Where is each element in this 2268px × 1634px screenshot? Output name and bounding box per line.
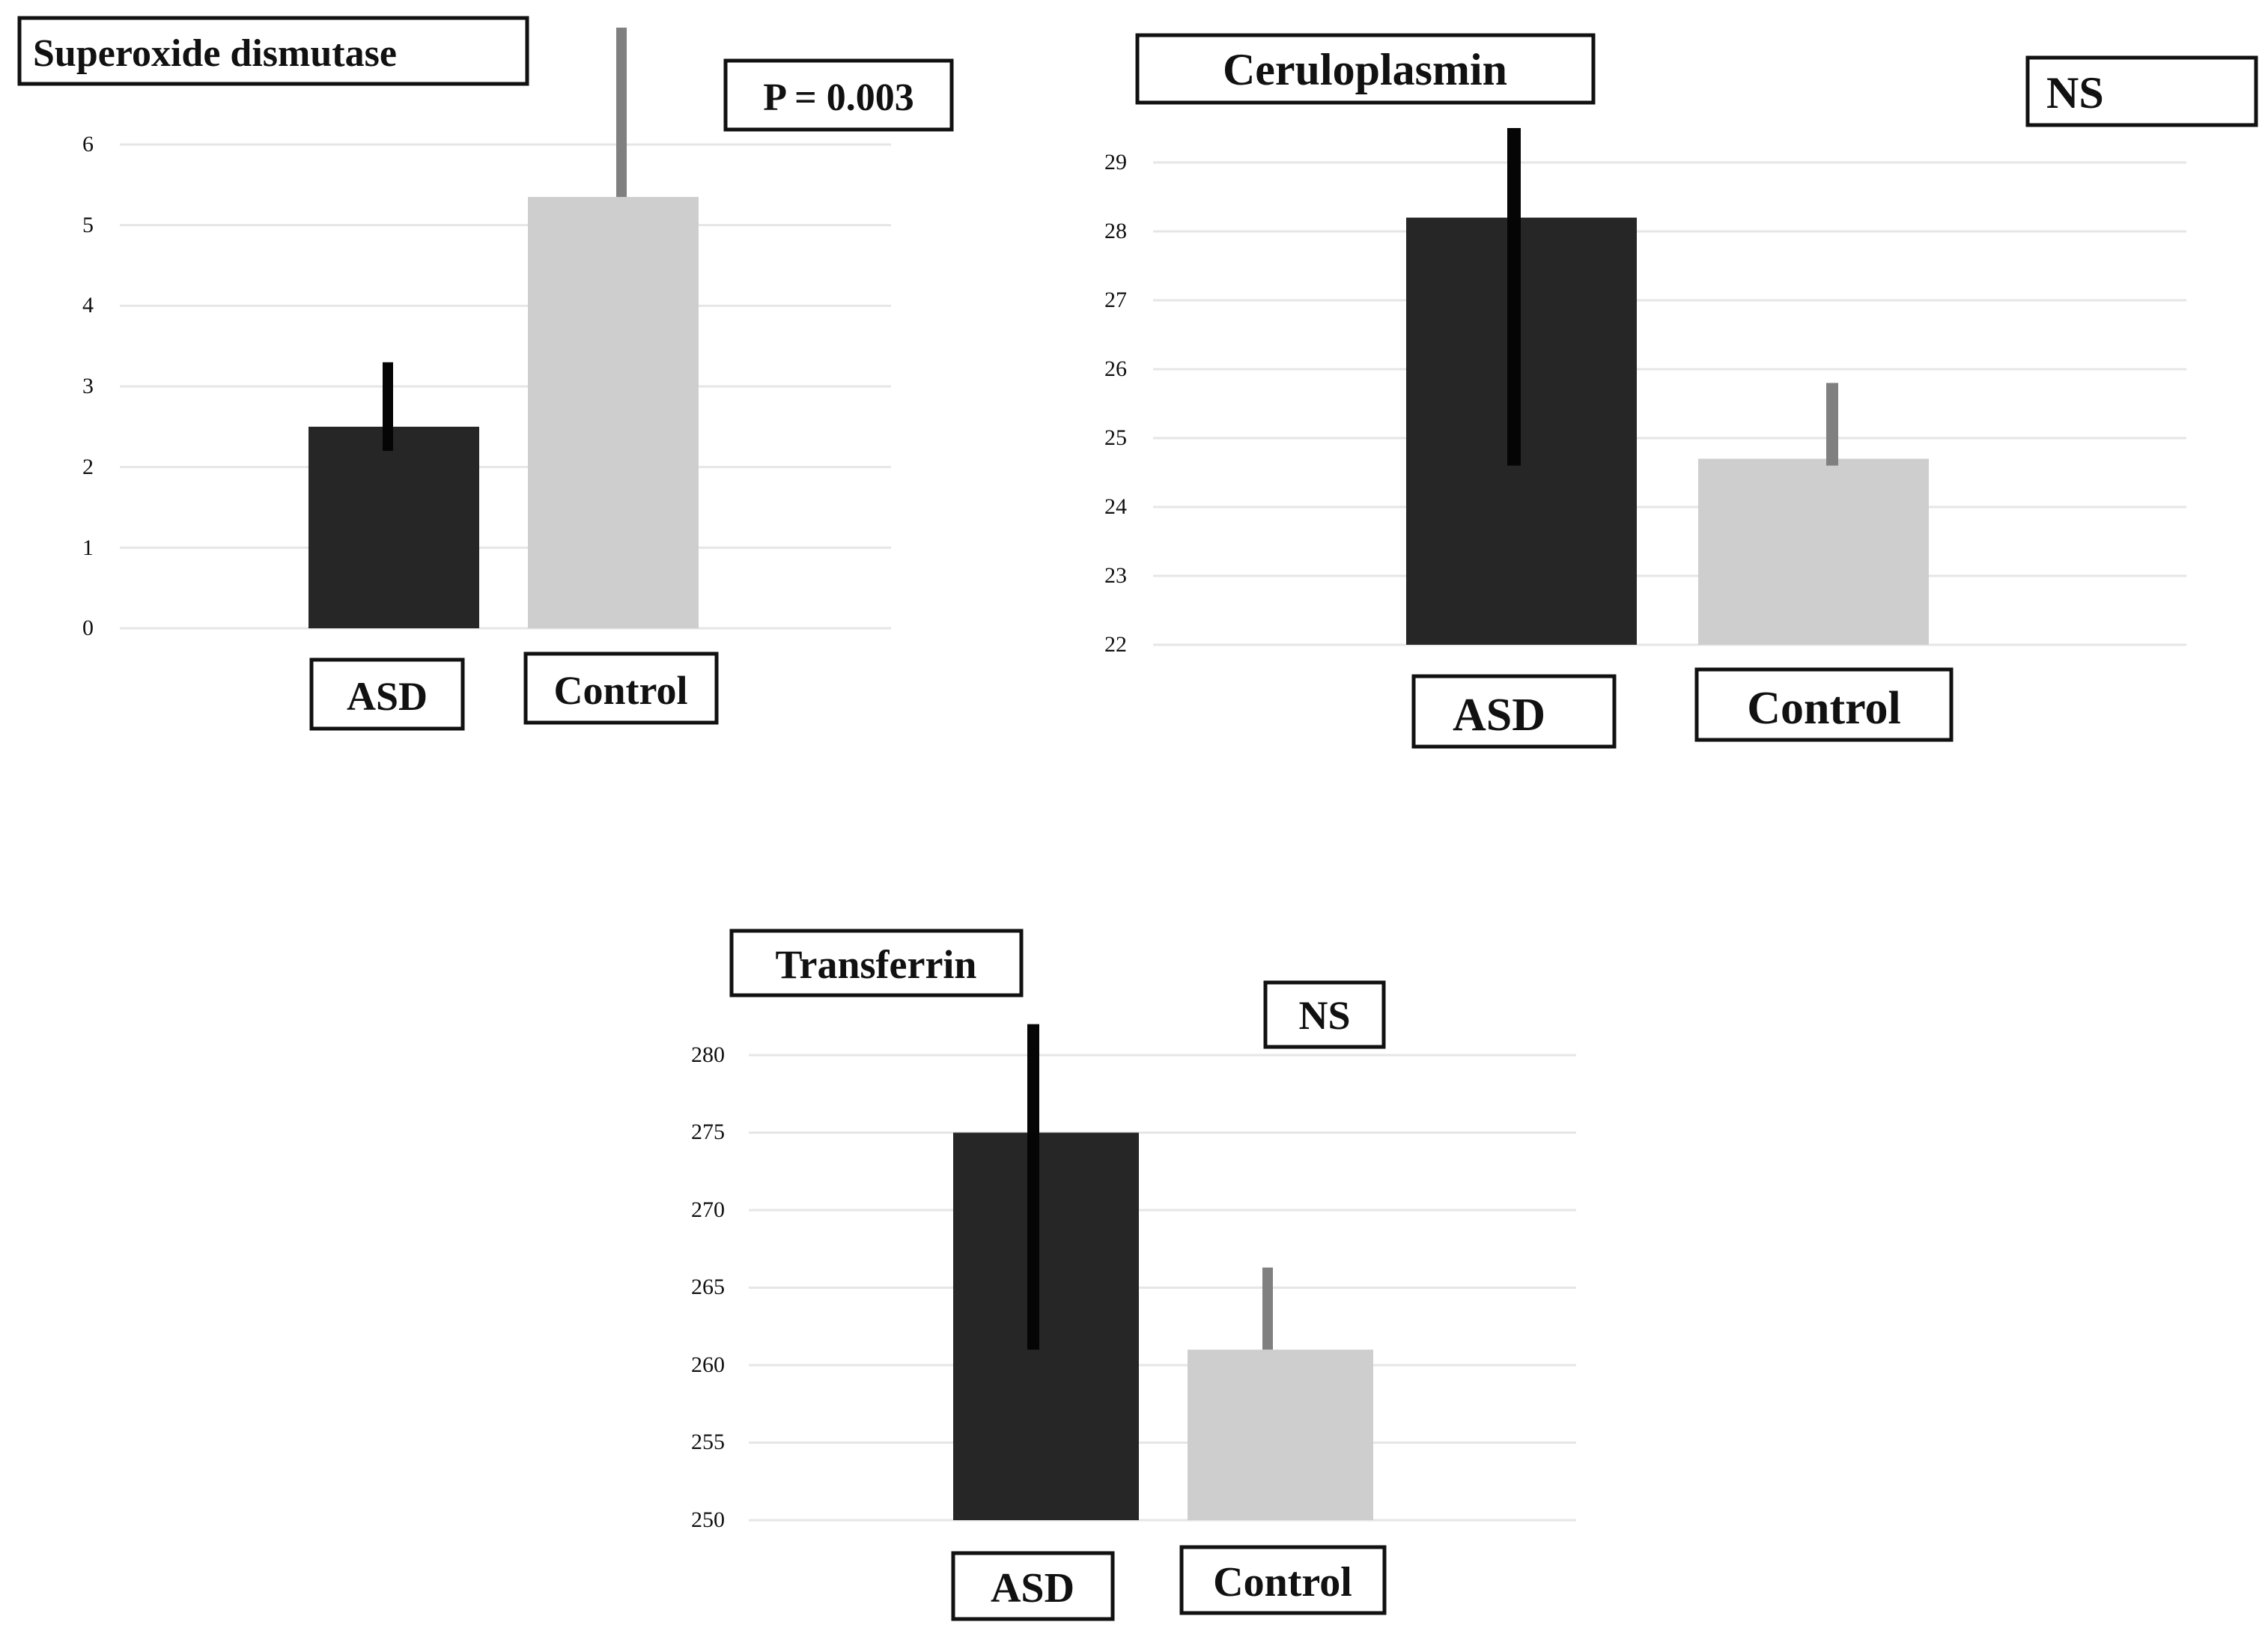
sod-y-tick-label: 1	[82, 535, 94, 560]
transferrin-y-tick-label: 260	[691, 1352, 725, 1377]
ceruloplasmin-chart-title: Ceruloplasmin	[1223, 45, 1507, 94]
ceruloplasmin-category-control: Control	[1747, 683, 1901, 734]
ceruloplasmin-bar-asd	[1406, 217, 1637, 646]
sod-y-tick-label: 5	[82, 213, 94, 237]
sod-y-tick-label: 3	[82, 374, 94, 398]
sod-category-control: Control	[553, 668, 687, 713]
transferrin-y-axis: 250 255 260 265 270 275 280	[691, 1042, 725, 1532]
sod-x-label-asd: ASD	[309, 657, 465, 731]
transferrin-y-tick-label: 255	[691, 1430, 725, 1454]
sod-bar-asd	[308, 426, 479, 628]
ceruloplasmin-y-tick-label: 29	[1104, 150, 1127, 174]
sod-y-tick-label: 4	[82, 293, 94, 318]
sod-chart-title: Superoxide dismutase	[33, 32, 397, 75]
transferrin-bar-control	[1188, 1349, 1373, 1520]
ceruloplasmin-y-tick-label: 28	[1104, 219, 1127, 243]
ceruloplasmin-x-label-control: Control	[1694, 667, 1954, 742]
sod-pvalue-box: P = 0.003	[723, 58, 954, 132]
ceruloplasmin-y-tick-label: 24	[1104, 494, 1127, 519]
transferrin-category-control: Control	[1213, 1559, 1352, 1606]
transferrin-title-box: Transferrin	[729, 929, 1024, 997]
ceruloplasmin-y-tick-label: 26	[1104, 356, 1127, 381]
sod-x-label-control: Control	[523, 652, 719, 725]
sod-y-tick-label: 2	[82, 455, 94, 479]
sod-y-tick-label: 0	[82, 616, 94, 640]
sod-title-box: Superoxide dismutase	[17, 16, 529, 86]
transferrin-category-asd: ASD	[991, 1565, 1074, 1612]
sod-y-tick-label: 6	[82, 132, 94, 157]
transferrin-x-label-asd: ASD	[951, 1551, 1115, 1621]
transferrin-y-tick-label: 265	[691, 1275, 725, 1299]
ceruloplasmin-bar-control	[1698, 458, 1929, 645]
sod-bar-control	[528, 196, 699, 628]
ceruloplasmin-y-tick-label: 22	[1104, 632, 1127, 657]
sod-p-value: P = 0.003	[763, 76, 914, 119]
ceruloplasmin-panel: 22 23 24 25 26 27 28 29 Ceruloplasmin NS…	[1104, 33, 2258, 749]
transferrin-y-tick-label: 280	[691, 1042, 725, 1067]
ceruloplasmin-x-label-asd: ASD	[1411, 674, 1617, 749]
transferrin-gridlines	[749, 1054, 1576, 1522]
transferrin-ns-box: NS	[1263, 980, 1386, 1049]
ceruloplasmin-gridlines	[1153, 161, 2186, 646]
transferrin-panel: 250 255 260 265 270 275 280 Transferrin …	[691, 929, 1576, 1621]
transferrin-x-label-control: Control	[1179, 1545, 1387, 1615]
ceruloplasmin-title-box: Ceruloplasmin	[1135, 33, 1596, 105]
transferrin-y-tick-label: 275	[691, 1120, 725, 1144]
ceruloplasmin-y-tick-label: 23	[1104, 563, 1127, 588]
sod-gridlines	[120, 143, 891, 630]
ceruloplasmin-category-asd: ASD	[1453, 690, 1545, 741]
ceruloplasmin-significance: NS	[2046, 68, 2104, 118]
transferrin-bar-asd	[953, 1132, 1139, 1520]
transferrin-y-tick-label: 270	[691, 1197, 725, 1222]
ceruloplasmin-ns-box: NS	[2025, 55, 2258, 127]
transferrin-chart-title: Transferrin	[776, 942, 977, 987]
ceruloplasmin-y-tick-label: 27	[1104, 288, 1127, 312]
sod-panel: 0 1 2 3 4 5 6 Superoxide dismutase P = 0…	[17, 16, 954, 731]
sod-category-asd: ASD	[347, 674, 428, 719]
ceruloplasmin-y-axis: 22 23 24 25 26 27 28 29	[1104, 150, 1127, 657]
transferrin-significance: NS	[1298, 993, 1350, 1038]
sod-y-axis: 0 1 2 3 4 5 6	[82, 132, 94, 640]
ceruloplasmin-y-tick-label: 25	[1104, 425, 1127, 450]
transferrin-y-tick-label: 250	[691, 1507, 725, 1532]
